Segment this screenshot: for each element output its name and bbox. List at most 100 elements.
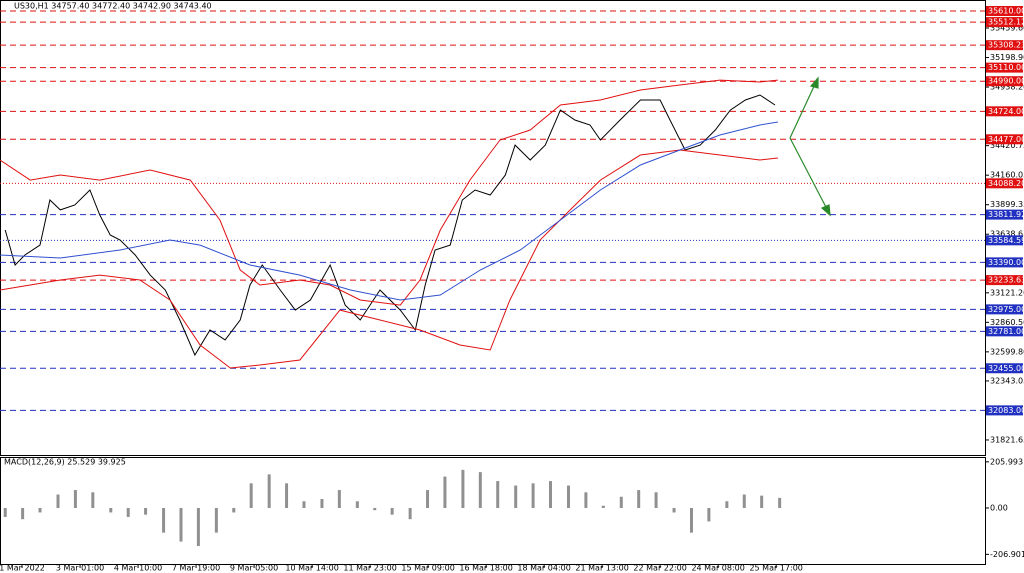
level-label: 35308.23 (988, 41, 1024, 50)
y-tick-label: 34420.75 (990, 141, 1024, 150)
macd-bar (637, 490, 641, 508)
macd-bar (91, 492, 95, 508)
level-tag (986, 209, 1023, 220)
macd-panel: 205.993 0.00 -206.901 (3, 457, 1024, 559)
macd-bar (390, 507, 394, 515)
price-line (0, 121, 778, 301)
macd-bar (725, 501, 729, 508)
level-tag (986, 5, 1023, 16)
level-label: 33584.59 (988, 236, 1024, 245)
macd-bar (778, 497, 782, 508)
macd-bar (707, 507, 711, 522)
level-label: 33233.63 (988, 276, 1024, 285)
macd-bar (742, 494, 746, 508)
level-tag (986, 363, 1023, 374)
macd-bar (302, 501, 306, 508)
arrows (789, 76, 831, 217)
macd-bar (232, 507, 236, 513)
macd-bar (689, 507, 693, 533)
level-label: 35610.00 (988, 6, 1024, 15)
macd-bar (3, 507, 7, 517)
macd-title: MACD(12,26,9) 25.529 39.925 (4, 458, 126, 467)
price-line (0, 149, 778, 369)
level-label: 34990.00 (988, 77, 1024, 86)
macd-bar (514, 485, 518, 508)
y-tick-label: 35198.90 (990, 53, 1024, 62)
macd-bar (267, 474, 271, 508)
y-tick-label: 205.993 (990, 457, 1023, 466)
y-tick-label: 33899.35 (990, 200, 1024, 209)
macd-bar (461, 469, 465, 508)
macd-bar (355, 501, 359, 508)
macd-bar (144, 507, 148, 515)
macd-bar (549, 481, 553, 508)
macd-bar (672, 507, 676, 513)
x-tick-label: 24 Mar 08:00 (691, 564, 744, 573)
x-tick-label: 3 Mar 01:00 (56, 564, 104, 573)
level-label: 34724.00 (988, 107, 1024, 116)
level-tag (986, 17, 1023, 28)
y-tick-label: 34160.05 (990, 171, 1024, 180)
level-tag (986, 235, 1023, 246)
macd-frame (0, 457, 986, 565)
y-tick-label: 32860.50 (990, 318, 1024, 327)
macd-bar (56, 494, 60, 508)
macd-bar (73, 490, 77, 508)
macd-bar (478, 472, 482, 508)
macd-bar (162, 507, 166, 533)
macd-bar (126, 507, 130, 517)
x-tick-label: 9 Mar 05:00 (230, 564, 278, 573)
level-label: 33811.92 (988, 210, 1024, 219)
level-tag (986, 76, 1023, 87)
main-frame (0, 0, 986, 456)
level-tag (986, 326, 1023, 337)
level-label: 32975.00 (988, 305, 1024, 314)
macd-bar (496, 481, 500, 508)
y-tick-label: 33638.65 (990, 230, 1024, 239)
x-tick-label: 10 Mar 14:00 (285, 564, 338, 573)
price-line (0, 79, 778, 306)
level-tag (986, 405, 1023, 416)
macd-bar (601, 505, 605, 508)
level-label: 35110.00 (988, 63, 1024, 72)
level-label: 32455.00 (988, 364, 1024, 373)
y-tick-label: 32599.80 (990, 347, 1024, 356)
y-tick-label: 31821.65 (990, 435, 1024, 444)
macd-bar (214, 507, 218, 533)
level-tag (986, 275, 1023, 286)
macd-bar (584, 492, 588, 508)
macd-bar (21, 507, 25, 520)
main-panel: 35459.60 35198.90 34938.20 34420.75 34160.05… (0, 5, 1024, 444)
x-tick-label: 21 Mar 13:00 (575, 564, 628, 573)
y-tick-label: -206.901 (990, 550, 1024, 559)
y-tick-label: 35459.60 (990, 24, 1024, 33)
y-tick-label: 34938.20 (990, 83, 1024, 92)
macd-bar (619, 496, 623, 508)
macd-bar (196, 507, 200, 547)
x-tick-label: 4 Mar 10:00 (114, 564, 162, 573)
x-tick-label: 15 Mar 09:00 (401, 564, 454, 573)
level-tag (986, 106, 1023, 117)
level-tag (986, 40, 1023, 51)
level-label: 32083.00 (988, 406, 1024, 415)
macd-bar (443, 476, 447, 508)
price-line (4, 94, 776, 357)
x-tick-label: 16 Mar 18:00 (459, 564, 512, 573)
main-title: US30,H1 34757.40 34772.40 34742.90 34743… (14, 2, 212, 11)
level-tag (986, 178, 1023, 189)
level-tag (986, 134, 1023, 145)
y-tick-label: 33121.20 (990, 288, 1024, 297)
x-tick-label: 22 Mar 22:00 (633, 564, 686, 573)
x-tick-label: 11 Mar 23:00 (343, 564, 396, 573)
macd-bar (760, 495, 764, 508)
level-tag (986, 62, 1023, 73)
level-label: 34088.20 (988, 179, 1024, 188)
y-tick-label: 0.00 (990, 503, 1008, 512)
macd-bar (109, 507, 113, 513)
macd-bar (337, 490, 341, 508)
x-tick-label: 18 Mar 04:00 (517, 564, 570, 573)
macd-bar (426, 490, 430, 508)
